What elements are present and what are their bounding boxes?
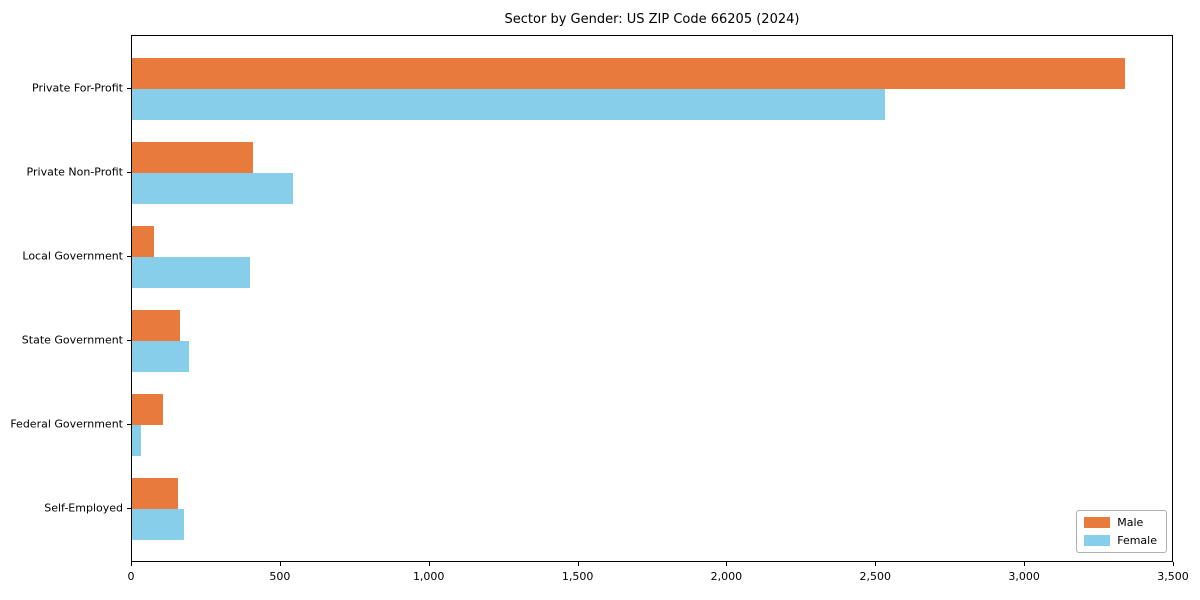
- bar-male-state-government: [132, 310, 180, 341]
- bar-male-self-employed: [132, 478, 179, 509]
- ytick-mark: [127, 340, 131, 341]
- ytick-label: Self-Employed: [44, 501, 123, 515]
- ytick-mark: [127, 508, 131, 509]
- xtick-mark: [875, 562, 877, 566]
- ytick-mark: [127, 424, 131, 425]
- bar-female-local-government: [132, 257, 250, 288]
- chart-title: Sector by Gender: US ZIP Code 66205 (202…: [504, 12, 800, 27]
- xtick-mark: [279, 562, 281, 566]
- xtick-label: 2,500: [859, 570, 892, 583]
- bar-female-private-for-profit: [132, 89, 886, 120]
- xtick-mark: [1173, 562, 1174, 566]
- bar-female-federal-government: [132, 425, 141, 456]
- xtick-label: 3,000: [1008, 570, 1040, 583]
- ytick-label: Local Government: [22, 249, 123, 263]
- ytick-label: State Government: [21, 333, 123, 347]
- xtick-label: 3,500: [1157, 570, 1189, 583]
- ytick-mark: [127, 172, 131, 173]
- legend-label-male: Male: [1117, 516, 1144, 529]
- bar-male-private-for-profit: [132, 58, 1125, 89]
- plot-area: [131, 35, 1173, 562]
- ytick-label: Federal Government: [10, 417, 123, 431]
- ytick-label: Private Non-Profit: [26, 165, 123, 179]
- xtick-label: 0: [127, 570, 135, 583]
- xtick-mark: [726, 562, 728, 566]
- legend-label-female: Female: [1117, 534, 1157, 547]
- xtick-mark: [577, 562, 579, 566]
- bar-female-state-government: [132, 341, 189, 372]
- legend: Male Female: [1076, 510, 1167, 553]
- bar-female-self-employed: [132, 509, 185, 540]
- legend-item-male: Male: [1084, 516, 1157, 529]
- xtick-label: 2,000: [710, 570, 743, 583]
- xtick-mark: [428, 562, 430, 566]
- xtick-label: 1,000: [412, 570, 445, 583]
- ytick-mark: [127, 88, 131, 89]
- xtick-label: 1,500: [561, 570, 594, 583]
- bar-male-local-government: [132, 226, 155, 257]
- legend-item-female: Female: [1084, 534, 1157, 547]
- bar-male-private-non-profit: [132, 142, 253, 173]
- legend-swatch-male: [1084, 517, 1111, 528]
- xtick-label: 500: [269, 570, 291, 583]
- bar-female-private-non-profit: [132, 173, 293, 204]
- xtick-mark: [131, 562, 132, 566]
- bar-male-federal-government: [132, 394, 164, 425]
- ytick-label: Private For-Profit: [32, 81, 123, 95]
- legend-swatch-female: [1084, 535, 1111, 546]
- ytick-mark: [127, 256, 131, 257]
- xtick-mark: [1024, 562, 1026, 566]
